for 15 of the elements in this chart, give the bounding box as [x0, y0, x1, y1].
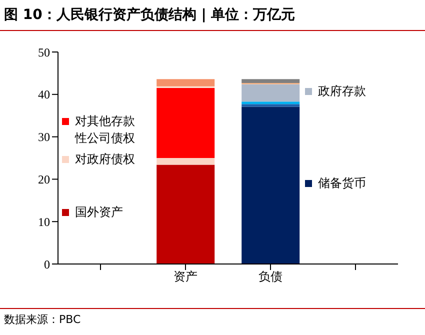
legend-label: 对政府债权 — [75, 151, 135, 168]
chart-title: 图 10：人民银行资产负债结构 | 单位：万亿元 — [4, 6, 296, 24]
source-note: 数据来源：PBC — [4, 312, 81, 327]
y-tick-label: 50 — [38, 45, 50, 60]
x-tick-label: 负债 — [258, 270, 282, 284]
y-tick-label: 40 — [38, 88, 50, 102]
y-tick-label: 30 — [38, 130, 50, 144]
y-tick-label: 0 — [44, 257, 50, 272]
legend-label: 国外资产 — [75, 204, 123, 222]
legend-label: 政府存款 — [318, 82, 366, 100]
y-tick-label: 20 — [38, 172, 50, 186]
x-tick-label: 资产 — [174, 270, 198, 284]
legend-label: 储备货币 — [318, 175, 366, 192]
y-tick-label: 10 — [38, 214, 50, 229]
legend-label: 对其他存款性公司债权 — [75, 113, 136, 148]
